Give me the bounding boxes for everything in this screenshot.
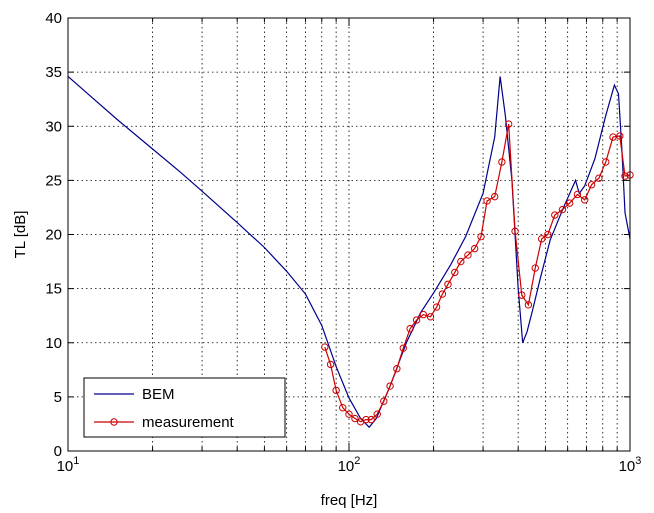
data-point bbox=[524, 301, 533, 309]
data-point bbox=[332, 386, 340, 395]
grid bbox=[68, 18, 630, 451]
x-tick-label: 103 bbox=[619, 455, 642, 475]
data-point bbox=[321, 343, 329, 351]
data-point bbox=[616, 132, 624, 140]
data-point bbox=[581, 196, 589, 204]
data-point bbox=[477, 232, 485, 241]
series-BEM bbox=[67, 75, 631, 429]
data-point bbox=[373, 410, 381, 418]
data-point bbox=[544, 230, 552, 239]
y-axis-label: TL [dB] bbox=[12, 211, 29, 259]
data-point bbox=[393, 365, 401, 373]
data-point bbox=[457, 257, 465, 266]
data-point bbox=[444, 280, 452, 288]
data-point bbox=[621, 172, 629, 180]
data-point bbox=[345, 410, 353, 418]
data-point bbox=[537, 235, 546, 243]
y-tick-label: 40 bbox=[45, 10, 62, 27]
data-point bbox=[380, 397, 388, 405]
legend-label: measurement bbox=[142, 414, 235, 431]
y-tick-label: 5 bbox=[54, 389, 62, 406]
legend-entry-measurement: measurement bbox=[94, 414, 235, 431]
data-point bbox=[362, 415, 370, 424]
data-point bbox=[451, 268, 459, 277]
data-point bbox=[351, 414, 359, 423]
data-point bbox=[565, 199, 574, 207]
series-measurement bbox=[321, 120, 634, 426]
data-point bbox=[602, 158, 610, 166]
data-point bbox=[438, 290, 447, 298]
data-point bbox=[367, 415, 375, 424]
legend-box bbox=[83, 377, 286, 438]
data-point bbox=[595, 174, 603, 182]
data-point bbox=[432, 303, 441, 311]
ticks bbox=[67, 17, 630, 452]
data-point bbox=[551, 211, 559, 219]
data-point bbox=[426, 313, 435, 321]
y-tick-label: 0 bbox=[54, 443, 62, 460]
series-layer bbox=[67, 75, 634, 429]
legend-label: BEM bbox=[142, 386, 175, 403]
series-line-measurement bbox=[324, 123, 631, 423]
x-tick-label: 101 bbox=[57, 455, 80, 475]
y-tick-label: 15 bbox=[45, 281, 62, 298]
tick-labels: 0 5 10 15 20 25 30 35 40 101 102 103 bbox=[45, 10, 641, 475]
y-tick-label: 10 bbox=[45, 335, 62, 352]
data-point bbox=[399, 344, 407, 352]
y-tick-label: 20 bbox=[45, 227, 62, 244]
data-point bbox=[511, 227, 519, 235]
x-axis-label: freq [Hz] bbox=[321, 492, 378, 509]
legend: BEM measurement bbox=[83, 377, 286, 438]
data-point bbox=[498, 158, 506, 166]
data-point bbox=[609, 133, 617, 141]
x-tick-label: 102 bbox=[338, 455, 361, 475]
y-tick-label: 30 bbox=[45, 118, 62, 135]
data-point bbox=[483, 197, 491, 205]
data-point bbox=[470, 244, 479, 253]
series-line-BEM bbox=[67, 75, 631, 429]
data-point bbox=[558, 205, 567, 214]
data-point bbox=[386, 382, 394, 390]
data-point bbox=[531, 264, 539, 272]
data-point bbox=[412, 316, 421, 324]
data-point bbox=[339, 404, 347, 412]
y-tick-label: 25 bbox=[45, 172, 62, 189]
data-point bbox=[406, 324, 414, 333]
data-point bbox=[504, 120, 513, 128]
data-point bbox=[491, 192, 499, 201]
data-point bbox=[464, 251, 472, 259]
data-point bbox=[573, 190, 582, 199]
data-point bbox=[587, 181, 596, 189]
data-point bbox=[518, 291, 526, 299]
legend-entry-BEM: BEM bbox=[94, 386, 175, 403]
data-point bbox=[419, 310, 428, 319]
data-point bbox=[326, 360, 335, 369]
legend-marker bbox=[110, 418, 118, 426]
y-tick-label: 35 bbox=[45, 64, 62, 81]
